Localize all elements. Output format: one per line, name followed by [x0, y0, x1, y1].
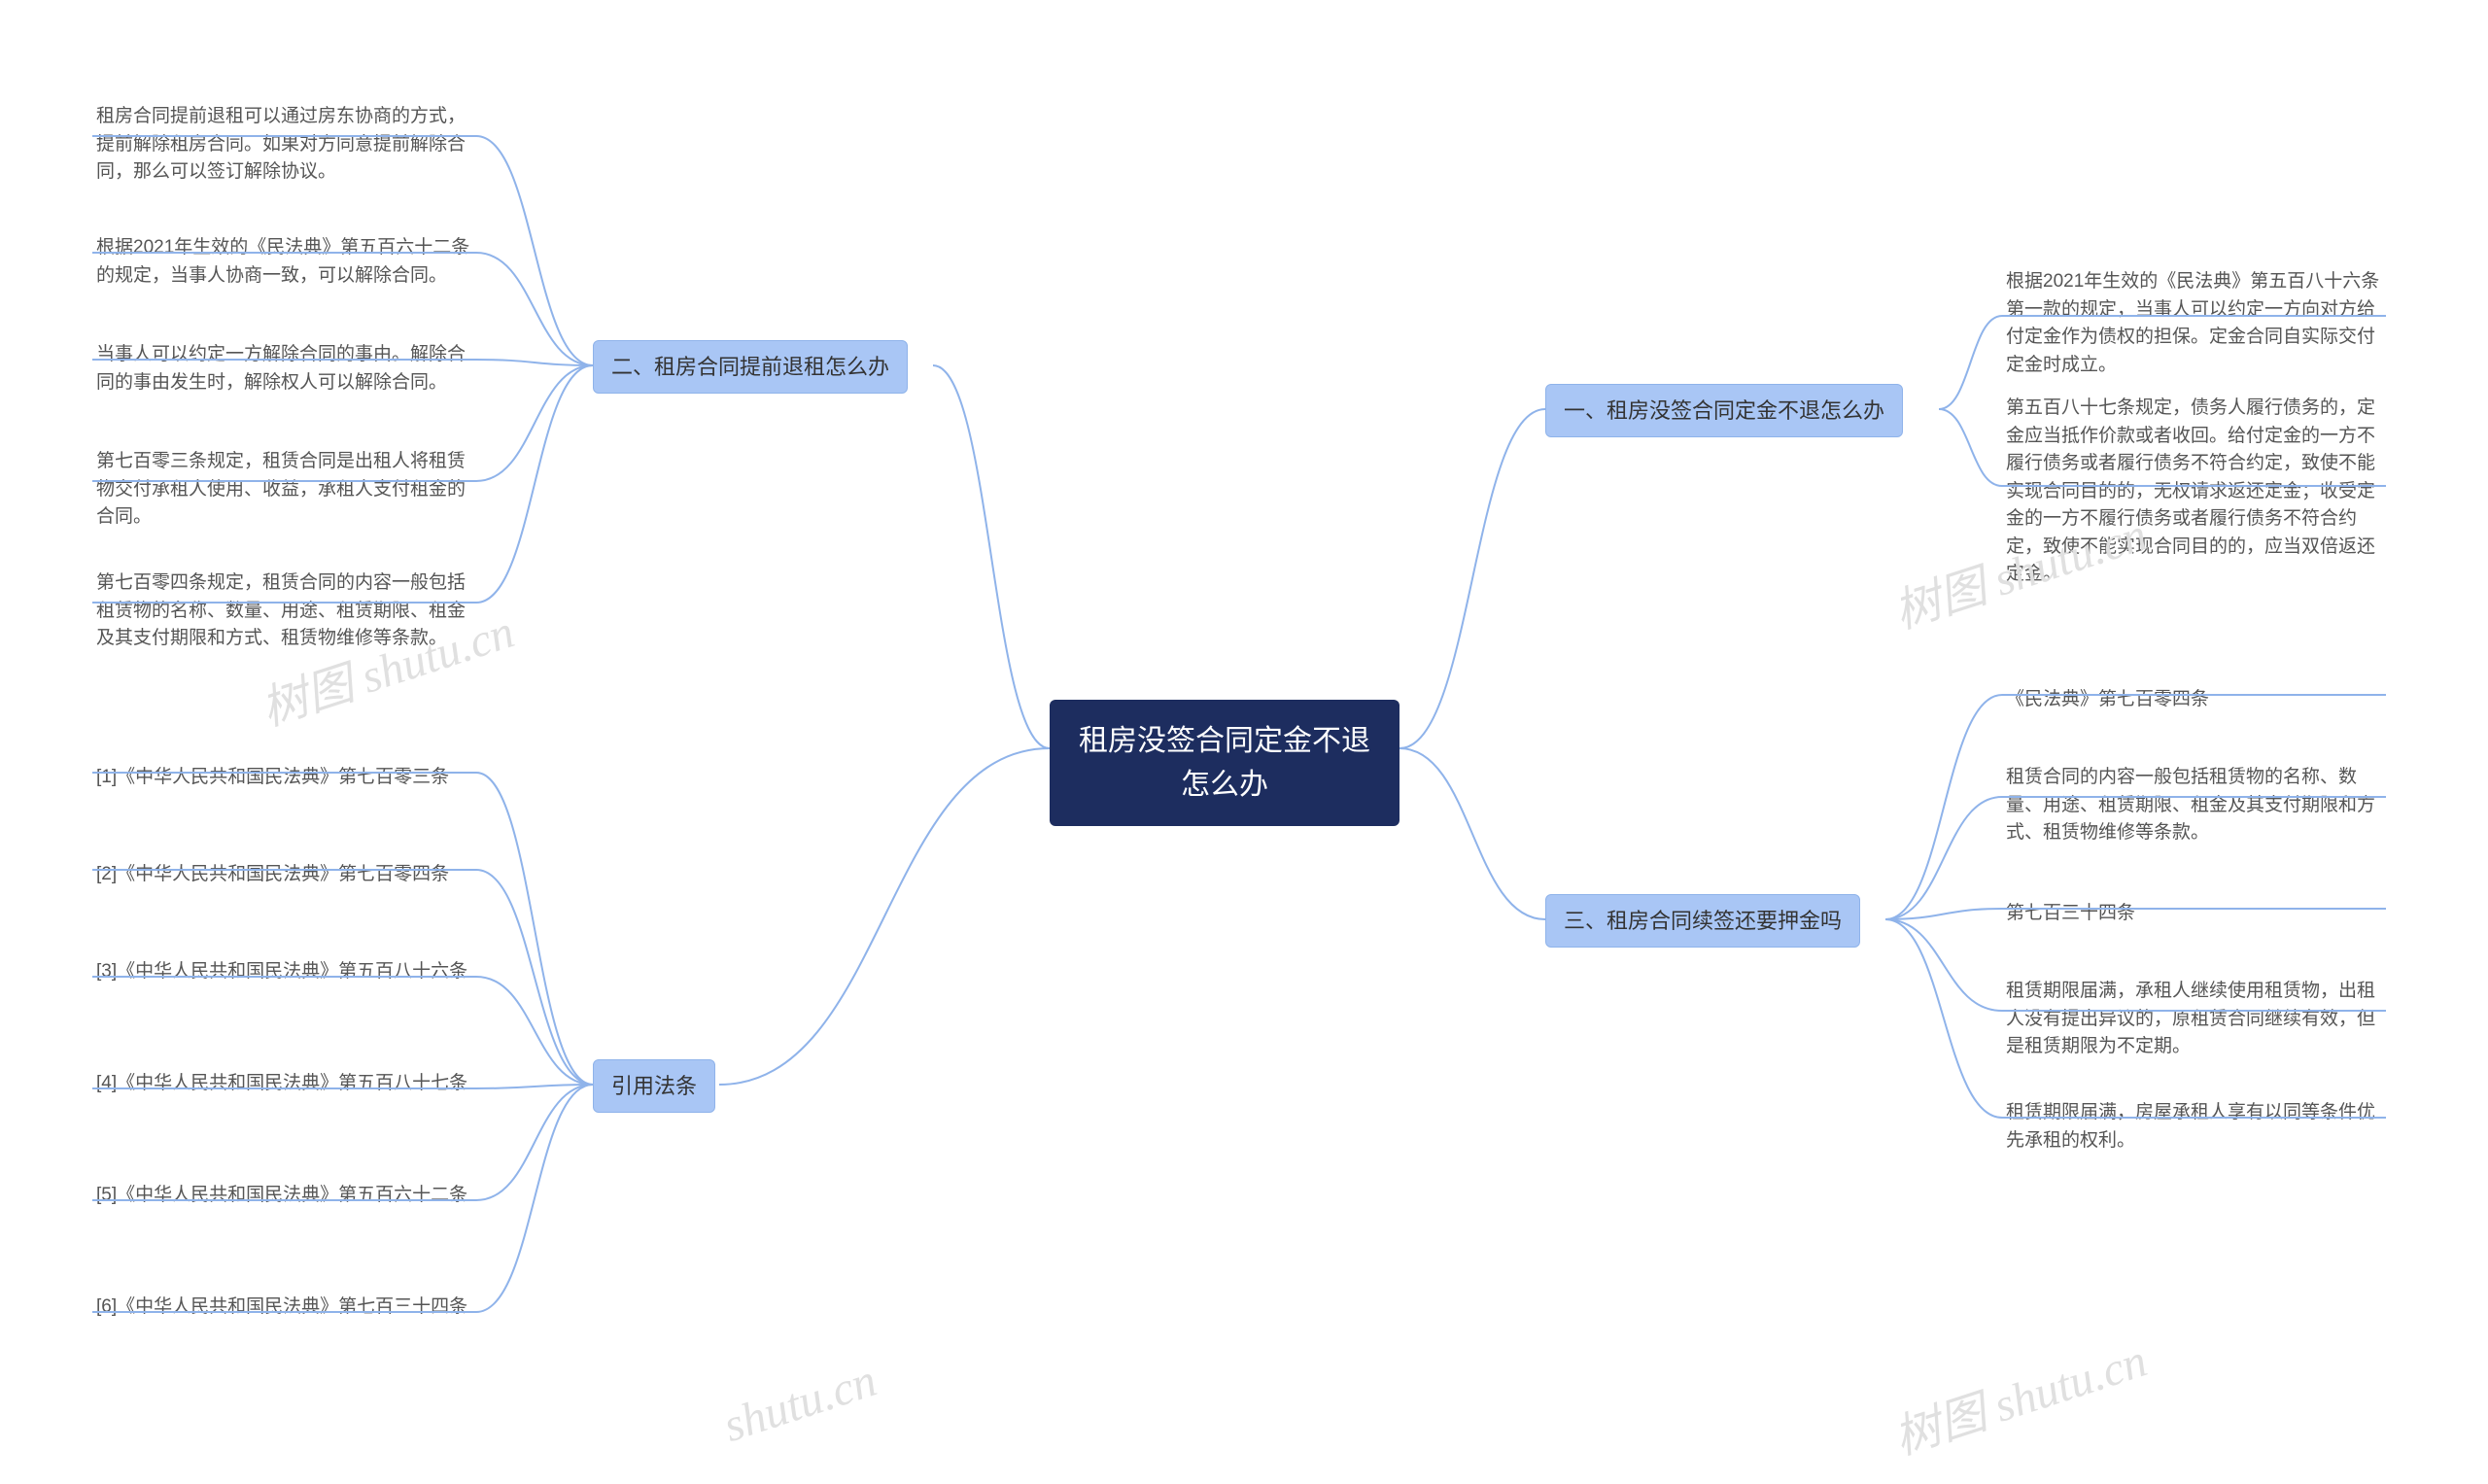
leaf-b1-0: 根据2021年生效的《民法典》第五百八十六条第一款的规定，当事人可以约定一方向对… — [2002, 262, 2391, 385]
leaf-b4-3: [4]《中华人民共和国民法典》第五百八十七条 — [92, 1064, 471, 1104]
leaf-b4-2: [3]《中华人民共和国民法典》第五百八十六条 — [92, 952, 471, 992]
leaf-underline — [92, 480, 476, 482]
leaf-b3-3: 租赁期限届满，承租人继续使用租赁物，出租人没有提出异议的，原租赁合同继续有效，但… — [2002, 972, 2391, 1067]
leaf-b2-4: 第七百零四条规定，租赁合同的内容一般包括租赁物的名称、数量、用途、租赁期限、租金… — [92, 564, 481, 659]
leaf-b4-5: [6]《中华人民共和国民法典》第七百三十四条 — [92, 1288, 471, 1328]
leaf-b1-1: 第五百八十七条规定，债务人履行债务的，定金应当抵作价款或者收回。给付定金的一方不… — [2002, 389, 2391, 595]
leaf-underline — [92, 135, 476, 137]
leaf-underline — [2002, 1117, 2386, 1119]
branch-b2: 二、租房合同提前退租怎么办 — [593, 340, 908, 394]
leaf-b2-0: 租房合同提前退租可以通过房东协商的方式，提前解除租房合同。如果对方同意提前解除合… — [92, 97, 481, 192]
leaf-b3-1: 租赁合同的内容一般包括租赁物的名称、数量、用途、租赁期限、租金及其支付期限和方式… — [2002, 758, 2391, 853]
branch-b3: 三、租房合同续签还要押金吗 — [1545, 894, 1860, 948]
branch-b1: 一、租房没签合同定金不退怎么办 — [1545, 384, 1903, 437]
leaf-underline — [92, 1199, 476, 1201]
leaf-b4-4: [5]《中华人民共和国民法典》第五百六十二条 — [92, 1176, 471, 1216]
leaf-underline — [92, 252, 476, 254]
watermark-2: 树图 shutu.cn — [1883, 1322, 2154, 1467]
leaf-b4-1: [2]《中华人民共和国民法典》第七百零四条 — [92, 855, 453, 895]
leaf-underline — [2002, 485, 2386, 487]
leaf-underline — [92, 359, 476, 361]
leaf-underline — [2002, 908, 2386, 910]
leaf-b2-1: 根据2021年生效的《民法典》第五百六十二条的规定，当事人协商一致，可以解除合同… — [92, 228, 481, 295]
leaf-b4-0: [1]《中华人民共和国民法典》第七百零三条 — [92, 758, 453, 798]
leaf-underline — [92, 976, 476, 978]
watermark-3: shutu.cn — [717, 1354, 882, 1453]
leaf-underline — [92, 602, 476, 604]
leaf-b3-0: 《民法典》第七百零四条 — [2002, 680, 2213, 720]
leaf-b3-2: 第七百三十四条 — [2002, 894, 2139, 934]
leaf-underline — [2002, 1010, 2386, 1012]
leaf-underline — [92, 1311, 476, 1313]
leaf-underline — [2002, 796, 2386, 798]
leaf-underline — [92, 772, 476, 774]
leaf-underline — [92, 1087, 476, 1089]
leaf-underline — [92, 869, 476, 871]
leaf-b3-4: 租赁期限届满，房屋承租人享有以同等条件优先承租的权利。 — [2002, 1093, 2391, 1160]
leaf-underline — [2002, 694, 2386, 696]
leaf-underline — [2002, 315, 2386, 317]
leaf-b2-2: 当事人可以约定一方解除合同的事由。解除合同的事由发生时，解除权人可以解除合同。 — [92, 335, 481, 402]
branch-b4: 引用法条 — [593, 1059, 715, 1113]
leaf-b2-3: 第七百零三条规定，租赁合同是出租人将租赁物交付承租人使用、收益，承租人支付租金的… — [92, 442, 481, 537]
central-node: 租房没签合同定金不退怎么办 — [1050, 700, 1400, 826]
